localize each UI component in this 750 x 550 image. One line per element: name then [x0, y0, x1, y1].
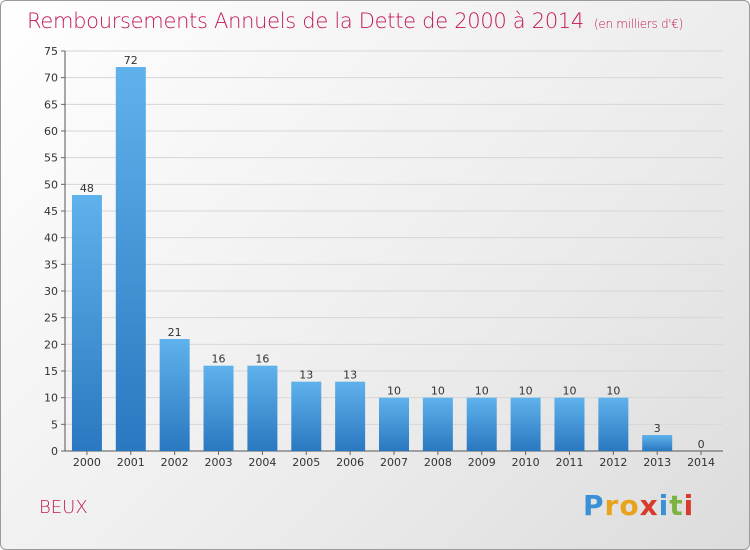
bar-value-label: 48: [80, 182, 94, 195]
y-tick-label: 25: [44, 312, 58, 325]
x-tick-label: 2010: [512, 456, 540, 469]
logo-letter: t: [669, 489, 684, 522]
bar-2000: [71, 195, 102, 451]
x-tick-label: 2003: [205, 456, 233, 469]
bar-2010: [510, 397, 541, 451]
proxiti-logo[interactable]: Proxiti: [583, 489, 694, 522]
x-tick-label: 2000: [73, 456, 101, 469]
bar-2007: [379, 397, 409, 451]
bar-value-label: 10: [387, 385, 401, 398]
chart-subtitle: (en milliers d'€): [594, 17, 684, 31]
y-tick-label: 10: [44, 392, 58, 405]
bar-value-label: 3: [654, 422, 661, 435]
x-tick-label: 2011: [555, 456, 583, 469]
y-tick-label: 45: [44, 205, 58, 218]
y-tick-label: 50: [44, 178, 58, 191]
bar-2002: [159, 339, 190, 451]
chart-title-text: Remboursements Annuels de la Dette de 20…: [27, 9, 584, 33]
bar-2008: [422, 397, 453, 451]
bar-value-label: 10: [562, 385, 576, 398]
bar-value-label: 13: [299, 369, 313, 382]
y-tick-label: 65: [44, 98, 58, 111]
x-tick-label: 2009: [468, 456, 496, 469]
bar-2001: [115, 67, 146, 451]
y-tick-label: 15: [44, 365, 58, 378]
bar-2005: [291, 381, 322, 451]
bar-2004: [247, 365, 278, 451]
bar-value-label: 10: [606, 385, 620, 398]
y-tick-label: 5: [51, 418, 58, 431]
bar-2012: [598, 397, 629, 451]
bar-value-label: 13: [343, 369, 357, 382]
x-tick-label: 2006: [336, 456, 364, 469]
x-tick-label: 2005: [292, 456, 320, 469]
x-tick-label: 2008: [424, 456, 452, 469]
logo-letter: i: [658, 489, 670, 522]
logo-letter: i: [683, 489, 695, 522]
logo-letter: o: [619, 489, 640, 522]
y-tick-label: 20: [44, 338, 58, 351]
y-tick-label: 0: [51, 445, 58, 458]
bar-value-label: 21: [168, 326, 182, 339]
y-tick-label: 30: [44, 285, 58, 298]
bar-layer: [71, 67, 673, 451]
bar-value-label: 72: [124, 54, 138, 67]
bar-value-label: 10: [431, 385, 445, 398]
chart-title: Remboursements Annuels de la Dette de 20…: [27, 9, 683, 33]
label-layer: 48 2000 72 2001 21 2002 16 2003 16 2004 13 2005 13 20…: [73, 54, 715, 469]
x-tick-label: 2007: [380, 456, 408, 469]
x-tick-label: 2004: [248, 456, 276, 469]
bar-2013: [642, 435, 673, 451]
logo-letter: x: [639, 489, 659, 522]
y-tick-label: 70: [44, 72, 58, 85]
bar-2006: [335, 381, 366, 451]
bar-value-label: 16: [255, 353, 269, 366]
logo-letter: r: [604, 489, 620, 522]
bar-value-label: 0: [698, 438, 705, 451]
bar-value-label: 10: [519, 385, 533, 398]
logo-letter: P: [583, 489, 605, 522]
y-tick-label: 60: [44, 125, 58, 138]
x-tick-label: 2012: [599, 456, 627, 469]
y-tick-label: 75: [44, 45, 58, 58]
x-tick-label: 2013: [643, 456, 671, 469]
y-tick-label: 55: [44, 152, 58, 165]
bar-2003: [203, 365, 234, 451]
y-tick-label: 40: [44, 232, 58, 245]
bar-value-label: 16: [212, 353, 226, 366]
x-tick-label: 2001: [117, 456, 145, 469]
x-tick-label: 2002: [161, 456, 189, 469]
bar-2011: [554, 397, 585, 451]
commune-name: BEUX: [39, 497, 88, 518]
bar-2009: [466, 397, 497, 451]
y-tick-label: 35: [44, 258, 58, 271]
bar-value-label: 10: [475, 385, 489, 398]
x-tick-label: 2014: [687, 456, 715, 469]
